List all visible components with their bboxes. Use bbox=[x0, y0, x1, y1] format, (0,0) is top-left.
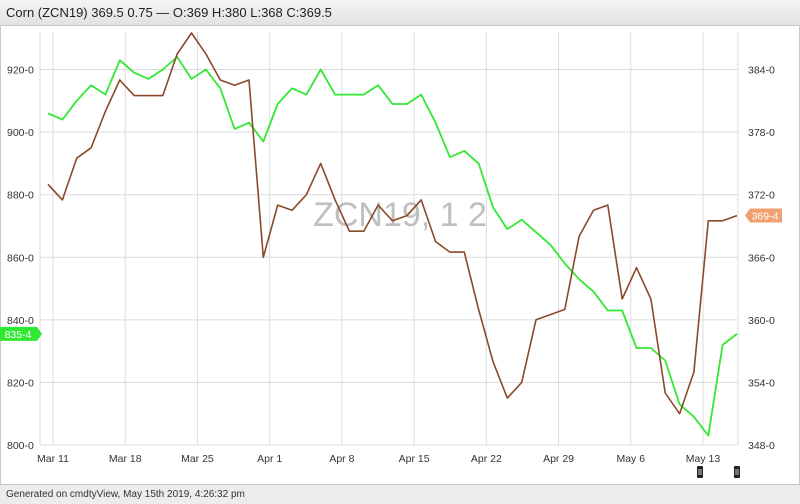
x-tick-label: Apr 1 bbox=[257, 453, 282, 465]
right-tick-label: 360-0 bbox=[748, 315, 775, 327]
x-tick-label: Apr 22 bbox=[471, 453, 502, 465]
left-tick-label: 880-0 bbox=[7, 190, 34, 202]
right-tick-label: 348-0 bbox=[748, 440, 775, 452]
last-value-tags: 835-4 369-4 bbox=[0, 208, 782, 341]
last-value-tag-brown: 369-4 bbox=[745, 208, 782, 223]
x-tick-label: Apr 8 bbox=[329, 453, 354, 465]
left-tick-label: 800-0 bbox=[7, 440, 34, 452]
scroll-handle-2[interactable] bbox=[734, 466, 740, 478]
footer: Generated on cmdtyView, May 15th 2019, 4… bbox=[0, 484, 800, 504]
tag-shape bbox=[745, 208, 782, 223]
x-tick-label: May 6 bbox=[616, 453, 645, 465]
right-tick-label: 384-0 bbox=[748, 65, 775, 77]
x-tick-label: Mar 18 bbox=[109, 453, 142, 465]
last-value-tag-green: 835-4 bbox=[0, 326, 42, 341]
axis-tick-labels: 800-0 820-0 840-0 860-0 880-0 900-0 920-0 348-0… bbox=[7, 65, 775, 465]
right-tick-label: 372-0 bbox=[748, 190, 775, 202]
left-tick-label: 900-0 bbox=[7, 127, 34, 139]
scroll-handle-1[interactable] bbox=[697, 466, 703, 478]
right-tick-label: 366-0 bbox=[748, 252, 775, 264]
tag-label: 835-4 bbox=[5, 329, 32, 341]
scroll-handles[interactable] bbox=[697, 466, 740, 478]
x-tick-label: Apr 29 bbox=[543, 453, 574, 465]
x-tick-label: Apr 15 bbox=[399, 453, 430, 465]
chart-watermark: ZCN19, 1 2 bbox=[313, 196, 487, 234]
series-line-brown bbox=[47, 32, 738, 415]
grid-lines bbox=[39, 32, 739, 446]
chart-title: Corn (ZCN19) 369.5 0.75 — O:369 H:380 L:… bbox=[6, 5, 332, 20]
tag-shape bbox=[0, 326, 42, 341]
left-tick-label: 920-0 bbox=[7, 65, 34, 77]
series-line-green bbox=[47, 56, 738, 437]
right-tick-label: 378-0 bbox=[748, 127, 775, 139]
tag-label: 369-4 bbox=[752, 211, 779, 223]
title-bar: Corn (ZCN19) 369.5 0.75 — O:369 H:380 L:… bbox=[0, 0, 800, 26]
series-lines bbox=[47, 32, 738, 437]
price-chart[interactable]: ZCN19, 1 2 800-0 820-0 840-0 860-0 880-0 900-… bbox=[0, 0, 800, 484]
left-tick-label: 860-0 bbox=[7, 252, 34, 264]
footer-text: Generated on cmdtyView, May 15th 2019, 4… bbox=[6, 489, 245, 500]
right-tick-label: 354-0 bbox=[748, 377, 775, 389]
x-tick-label: Mar 25 bbox=[181, 453, 214, 465]
x-tick-label: Mar 11 bbox=[37, 453, 69, 465]
left-tick-label: 840-0 bbox=[7, 315, 34, 327]
x-tick-label: May 13 bbox=[686, 453, 721, 465]
left-tick-label: 820-0 bbox=[7, 377, 34, 389]
